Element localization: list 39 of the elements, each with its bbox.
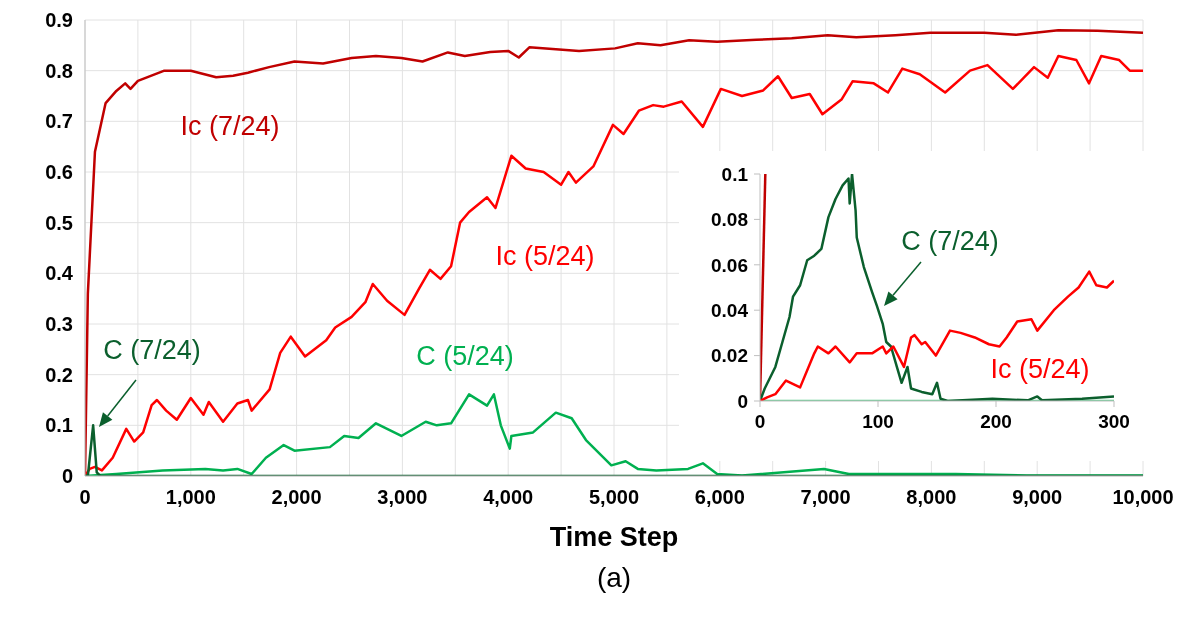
y-tick-label: 0.2 xyxy=(45,363,73,386)
x-tick-label: 0 xyxy=(754,411,766,433)
x-tick-label: 8,000 xyxy=(906,486,957,509)
x-tick-label: 100 xyxy=(862,411,894,433)
x-tick-label: 2,000 xyxy=(271,486,322,509)
x-tick-label: 0 xyxy=(79,486,91,509)
y-tick-label: 0.3 xyxy=(45,313,73,336)
y-tick-label: 0.08 xyxy=(711,209,748,231)
x-tick-label: 9,000 xyxy=(1012,486,1063,509)
x-axis-title: Time Step xyxy=(548,522,680,553)
series-label: Ic (5/24) xyxy=(990,354,1090,385)
x-tick-label: 4,000 xyxy=(483,486,534,509)
text: C (7/24) xyxy=(103,335,201,366)
text: (a) xyxy=(595,562,633,594)
y-tick-label: 0 xyxy=(61,465,73,488)
y-tick-label: 0.1 xyxy=(45,414,73,437)
x-tick-label: 5,000 xyxy=(588,486,640,509)
x-tick-label: 1,000 xyxy=(165,486,216,509)
y-tick-label: 0.06 xyxy=(711,254,748,276)
y-tick-label: 0.04 xyxy=(711,299,749,321)
y-tick-label: 0.02 xyxy=(711,345,748,367)
series-label: C (5/24) xyxy=(416,341,514,372)
y-tick-label: 0 xyxy=(737,390,748,412)
x-tick-label: 10,000 xyxy=(1112,486,1174,509)
series-label: Ic (5/24) xyxy=(495,241,595,272)
x-tick-label: 300 xyxy=(1098,411,1130,433)
x-tick-label: 7,000 xyxy=(800,486,851,509)
y-tick-label: 0.6 xyxy=(45,161,73,184)
y-tick-label: 0.8 xyxy=(45,59,73,82)
series-label: Ic (7/24) xyxy=(180,111,280,142)
x-tick-label: 3,000 xyxy=(377,486,428,509)
y-tick-label: 0.5 xyxy=(45,211,73,234)
y-tick-label: 0.7 xyxy=(45,110,73,133)
y-tick-label: 0.4 xyxy=(45,262,74,285)
x-tick-label: 6,000 xyxy=(694,486,745,509)
x-tick-label: 200 xyxy=(980,411,1012,433)
y-tick-label: 0.9 xyxy=(45,9,73,32)
y-tick-label: 0.1 xyxy=(721,163,749,185)
series-label: C (7/24) xyxy=(901,226,999,257)
